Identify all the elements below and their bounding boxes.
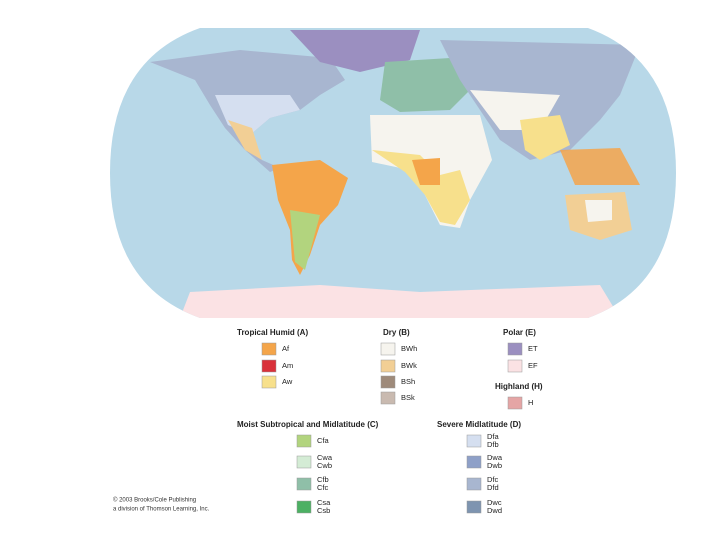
southeast-asia-islands — [560, 148, 640, 185]
legend-code: Csb — [317, 506, 330, 515]
legend-swatch — [296, 500, 312, 514]
legend-swatch — [380, 359, 396, 373]
legend-swatch — [296, 455, 312, 469]
legend-code: BSh — [401, 377, 415, 386]
legend-swatch — [507, 359, 523, 373]
legend-code: Am — [282, 361, 293, 370]
legend-code: Dfc — [487, 475, 499, 484]
legend-code: Aw — [282, 377, 293, 386]
legend-code: Dwd — [487, 506, 502, 515]
legend-code: ET — [528, 344, 538, 353]
legend-swatch — [296, 434, 312, 448]
legend: Tropical Humid (A) Af Am Aw Dry (B) BWh BWk BSh… — [237, 328, 543, 515]
legend-group-title: Highland (H) — [495, 382, 543, 391]
legend-code: EF — [528, 361, 538, 370]
legend-swatch — [296, 477, 312, 491]
arctic — [290, 30, 420, 72]
antarctica — [180, 285, 620, 318]
legend-code: Csa — [317, 498, 331, 507]
legend-group-title: Polar (E) — [503, 328, 536, 337]
legend-code: Dfd — [487, 483, 499, 492]
legend-code: BSk — [401, 393, 415, 402]
legend-code: Dwc — [487, 498, 502, 507]
legend-code: Dfb — [487, 440, 499, 449]
world-map — [110, 28, 676, 318]
legend-code: Cfb — [317, 475, 329, 484]
legend-swatch — [466, 434, 482, 448]
congo — [412, 158, 440, 185]
legend-code: BWh — [401, 344, 417, 353]
legend-swatch — [261, 359, 277, 373]
legend-group-title: Moist Subtropical and Midlatitude (C) — [237, 420, 379, 429]
legend-swatch — [466, 477, 482, 491]
legend-code: Af — [282, 344, 290, 353]
legend-code: BWk — [401, 361, 417, 370]
credit: © 2003 Brooks/Cole Publishing — [113, 497, 196, 504]
south-asia — [520, 115, 570, 160]
credit: a division of Thomson Learning, Inc. — [113, 507, 210, 513]
legend-group-title: Tropical Humid (A) — [237, 328, 308, 337]
africa-tropics — [372, 150, 470, 225]
legend-code: Dfa — [487, 432, 500, 441]
legend-swatch — [507, 396, 523, 410]
mexico — [228, 120, 262, 160]
australia-desert — [585, 200, 612, 222]
legend-swatch — [380, 375, 396, 389]
legend-swatch — [261, 342, 277, 356]
legend-code: Dwa — [487, 453, 503, 462]
legend-code: H — [528, 398, 533, 407]
legend-swatch — [466, 455, 482, 469]
legend-swatch — [380, 391, 396, 405]
legend-code: Cwb — [317, 461, 332, 470]
legend-swatch — [261, 375, 277, 389]
legend-swatch — [507, 342, 523, 356]
legend-code: Cfc — [317, 483, 329, 492]
europe — [380, 58, 470, 112]
legend-swatch — [466, 500, 482, 514]
legend-swatch — [380, 342, 396, 356]
legend-code: Cwa — [317, 453, 333, 462]
south-america-south — [290, 210, 320, 270]
legend-code: Cfa — [317, 436, 330, 445]
legend-group-title: Dry (B) — [383, 328, 410, 337]
legend-group-title: Severe Midlatitude (D) — [437, 420, 521, 429]
legend-code: Dwb — [487, 461, 502, 470]
